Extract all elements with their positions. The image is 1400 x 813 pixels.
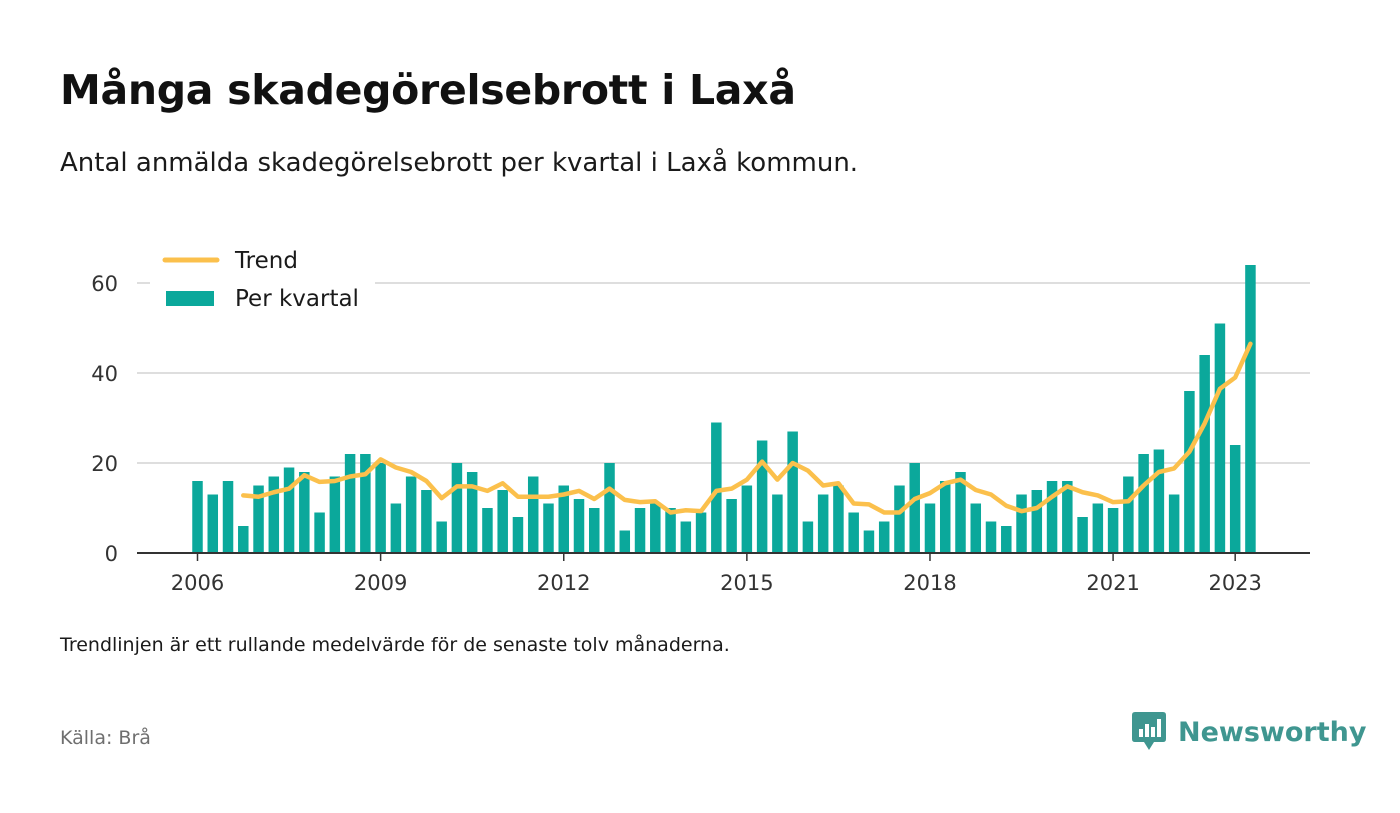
bar [375,463,386,553]
brand-name: Newsworthy [1178,716,1367,748]
bar [985,521,997,553]
chart-title: Många skadegörelsebrott i Laxå [60,66,796,114]
bar [390,503,402,553]
bar [344,454,356,553]
bar [1046,481,1058,553]
bar [802,521,814,553]
bar [1153,449,1165,553]
bar [1092,503,1104,553]
bar [924,503,936,553]
bar [238,526,249,553]
bar [1245,265,1256,553]
x-tick-label: 2012 [537,571,590,595]
bar [711,422,722,553]
bar [512,517,524,553]
bar [695,512,707,553]
bar [817,494,829,553]
bar [482,508,493,553]
x-tick-label: 2018 [903,571,956,595]
bar [619,530,631,553]
bar [894,485,905,553]
x-tick-label: 2023 [1208,571,1261,595]
source-text: Källa: Brå [60,727,151,749]
bar [268,476,280,553]
bar [360,454,371,553]
bar [1031,490,1043,553]
bar [970,503,982,553]
bar [1199,355,1210,553]
bar [405,476,417,553]
x-axis: 2006 2009 2012 2015 2018 2021 2023 [137,552,1310,595]
bar [1016,494,1027,553]
bar [665,508,676,553]
legend-swatch-bars [166,291,214,306]
bar [1168,494,1180,553]
legend: Trend Per kvartal [150,240,375,320]
bar [253,485,264,553]
bar [848,512,859,553]
bar [543,503,554,553]
bar [756,440,768,553]
bar [1062,481,1073,553]
legend-label-bars: Per kvartal [235,286,359,312]
bar [436,521,447,553]
x-tick-label: 2021 [1086,571,1139,595]
bar [1214,323,1226,553]
newsworthy-logo-icon [1132,712,1166,750]
bar [573,499,585,553]
bar [634,508,646,553]
bar [1229,445,1241,553]
bar [421,490,432,553]
bar-series [192,265,1256,553]
bar [589,508,600,553]
bar [299,472,310,553]
y-tick-label: 0 [105,542,118,566]
x-tick-label: 2009 [354,571,407,595]
x-tick-label: 2006 [171,571,224,595]
bar [466,472,478,553]
trend-line [241,341,1253,515]
bar [558,485,569,553]
bar [192,481,203,553]
bar [1184,391,1195,553]
x-tick-label: 2015 [720,571,773,595]
brand-logo[interactable]: Newsworthy [1132,712,1366,752]
bar [283,467,295,553]
bar [909,463,920,553]
bar [329,476,341,553]
bar [787,431,798,553]
bar [833,485,844,553]
trend-series [241,341,1253,515]
chart-subtitle: Antal anmälda skadegörelsebrott per kvar… [60,148,859,178]
bar [222,481,234,553]
bar [207,494,219,553]
y-tick-label: 20 [91,452,118,476]
bar [680,521,692,553]
bar [772,494,783,553]
y-tick-label: 60 [91,272,118,296]
bar [878,521,890,553]
bar [726,499,737,553]
bar [1001,526,1012,553]
bar [650,503,661,553]
bar [314,512,325,553]
bar [741,485,753,553]
bar [1077,517,1088,553]
bar [1123,476,1134,553]
bar [1107,508,1119,553]
bar [863,530,875,553]
legend-background [150,240,375,320]
bar [497,490,508,553]
bar [604,463,615,553]
bar [939,481,951,553]
bar [955,472,966,553]
bar [1138,454,1149,553]
bar [527,476,539,553]
chart-note: Trendlinjen är ett rullande medelvärde f… [60,634,730,656]
legend-label-trend: Trend [234,248,298,274]
gridlines: 0 20 40 60 [91,272,1310,566]
y-tick-label: 40 [91,362,118,386]
bar [451,463,463,553]
